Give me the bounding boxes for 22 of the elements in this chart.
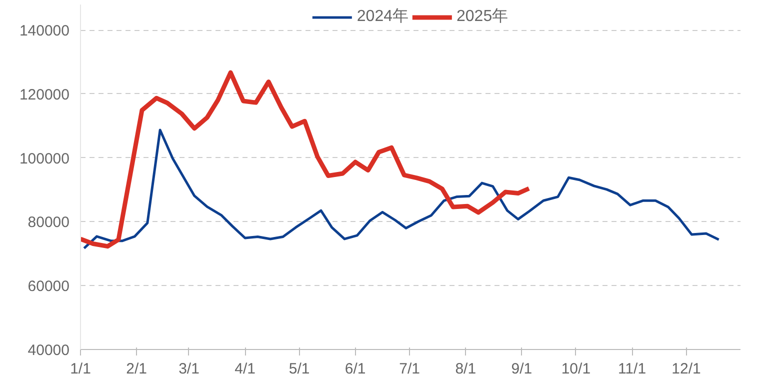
x-tick-label: 7/1 [399, 360, 420, 378]
y-tick-label: 60000 [28, 278, 70, 296]
x-tick-label: 5/1 [288, 360, 310, 378]
y-tick-label: 100000 [19, 150, 70, 168]
x-tick-label: 10/1 [561, 360, 591, 378]
x-tick-label: 9/1 [511, 360, 532, 378]
x-tick-label: 12/1 [672, 360, 701, 378]
line-series [82, 128, 720, 250]
y-tick-label: 80000 [28, 214, 70, 232]
x-tick-label: 1/1 [70, 360, 91, 378]
line-series [80, 70, 532, 249]
y-tick-label: 140000 [19, 22, 70, 40]
legend-label: 2024年 [356, 7, 408, 27]
x-tick-label: 2/1 [126, 360, 147, 378]
x-tick-label: 3/1 [178, 360, 200, 378]
y-tick-label: 120000 [19, 86, 70, 104]
y-tick-label: 40000 [28, 342, 70, 359]
x-tick-label: 6/1 [344, 360, 366, 378]
x-tick-label: 4/1 [234, 360, 256, 378]
x-tick-label: 11/1 [618, 360, 646, 378]
legend-label: 2025年 [456, 7, 508, 27]
x-tick-label: 8/1 [455, 360, 476, 378]
